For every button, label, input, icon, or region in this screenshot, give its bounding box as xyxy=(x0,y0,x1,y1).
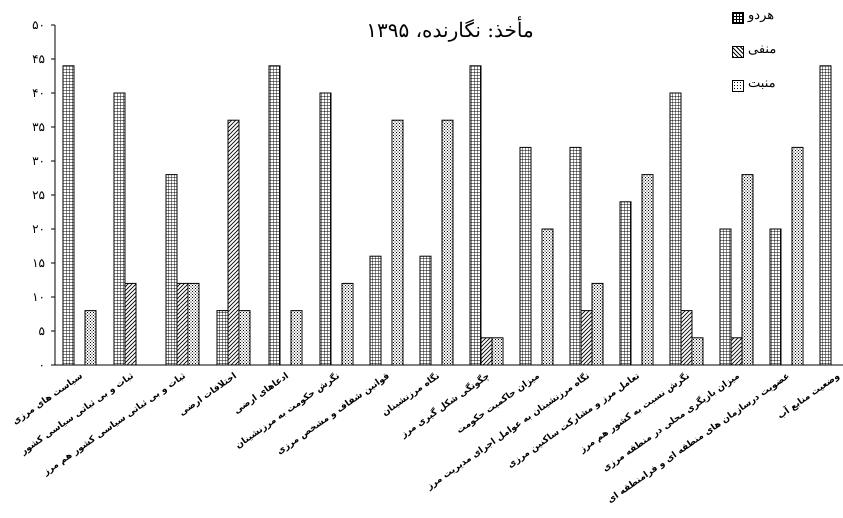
bar-grid xyxy=(469,65,482,366)
y-tick-label: ۵۰ xyxy=(32,18,45,32)
legend-swatch-grid xyxy=(732,12,744,24)
bar-dots xyxy=(341,282,354,366)
legend-swatch-dots xyxy=(732,80,744,92)
bar-grid xyxy=(519,146,532,366)
bar-diagonal xyxy=(124,282,137,366)
legend-label: منبت xyxy=(748,76,776,91)
bar-diagonal xyxy=(176,282,189,366)
bar-dots xyxy=(541,228,554,366)
x-tick-label: عضویت درسازمان های منطقه ای و فرامنطقه ا… xyxy=(606,371,792,505)
bar-dots xyxy=(290,310,303,366)
bar-diagonal xyxy=(580,310,593,366)
x-tick-label: چگونگی شکل گیری مرز xyxy=(397,370,491,441)
bar-grid xyxy=(619,201,632,366)
bar-grid xyxy=(113,92,126,366)
bar-dots xyxy=(591,282,604,366)
bar-grid xyxy=(669,92,682,366)
bar-dots xyxy=(741,174,754,366)
legend-label: هردو xyxy=(748,8,775,23)
y-tick-label: ۱۵ xyxy=(32,256,45,270)
bar-dots xyxy=(238,310,251,366)
y-tick-label: ۱۰ xyxy=(32,290,45,304)
bar-grid xyxy=(769,228,782,366)
y-tick-label: ۴۵ xyxy=(32,52,45,66)
bar-grid xyxy=(419,255,432,366)
bar-diagonal xyxy=(480,337,493,366)
bar-grid xyxy=(62,65,75,366)
bar-diagonal xyxy=(680,310,693,366)
y-tick-label: ۳۰ xyxy=(32,154,45,168)
y-tick-label: ۰ xyxy=(39,358,45,372)
bar-grid xyxy=(268,65,281,366)
bars xyxy=(62,65,832,366)
y-tick-label: ۴۰ xyxy=(32,86,45,100)
bar-grid xyxy=(369,255,382,366)
legend-label: منفی xyxy=(748,42,777,57)
bar-dots xyxy=(441,119,454,366)
bar-grid xyxy=(719,228,732,366)
bar-grid xyxy=(819,65,832,366)
bar-grid xyxy=(216,310,229,366)
legend-item: منبت xyxy=(732,76,832,110)
legend-item: منفی xyxy=(732,42,832,76)
bar-grid xyxy=(165,174,178,366)
bar-grid xyxy=(319,92,332,366)
bar-diagonal xyxy=(730,337,743,366)
bar-dots xyxy=(641,174,654,366)
bar-dots xyxy=(491,337,504,366)
bar-dots xyxy=(84,310,97,366)
bar-dots xyxy=(187,282,200,366)
legend-item: هردو xyxy=(732,8,832,42)
legend-swatch-diagonal xyxy=(732,46,744,58)
legend: هردو منفی منبت xyxy=(732,8,832,110)
chart-title: مأخذ: نگارنده، ۱۳۹۵ xyxy=(366,18,534,42)
bar-dots xyxy=(791,146,804,366)
bar-diagonal xyxy=(227,119,240,366)
x-tick-label: میزان حاکمیت حکومت xyxy=(455,371,542,436)
bar-dots xyxy=(691,337,704,366)
y-tick-label: ۲۵ xyxy=(32,188,45,202)
bar-dots xyxy=(391,119,404,366)
y-tick-label: ۲۰ xyxy=(32,222,45,236)
y-tick-label: ۵ xyxy=(39,324,45,338)
y-tick-label: ۳۵ xyxy=(32,120,45,134)
bar-grid xyxy=(569,146,582,366)
